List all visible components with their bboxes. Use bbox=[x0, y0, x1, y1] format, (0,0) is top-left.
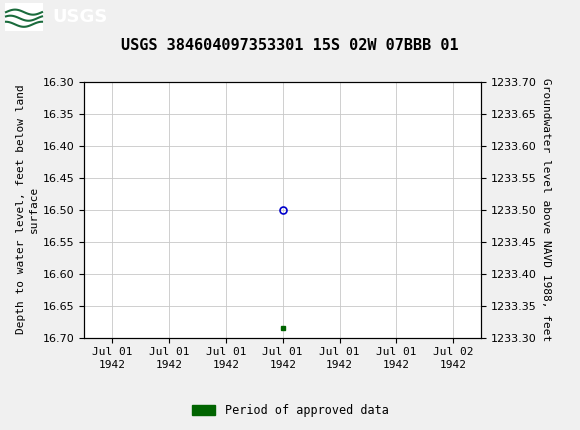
Text: USGS: USGS bbox=[52, 8, 107, 26]
Bar bbox=[5, 3, 43, 31]
Y-axis label: Depth to water level, feet below land
surface: Depth to water level, feet below land su… bbox=[16, 85, 38, 335]
Y-axis label: Groundwater level above NAVD 1988, feet: Groundwater level above NAVD 1988, feet bbox=[541, 78, 551, 341]
Text: USGS 384604097353301 15S 02W 07BBB 01: USGS 384604097353301 15S 02W 07BBB 01 bbox=[121, 38, 459, 52]
Legend: Period of approved data: Period of approved data bbox=[187, 399, 393, 422]
